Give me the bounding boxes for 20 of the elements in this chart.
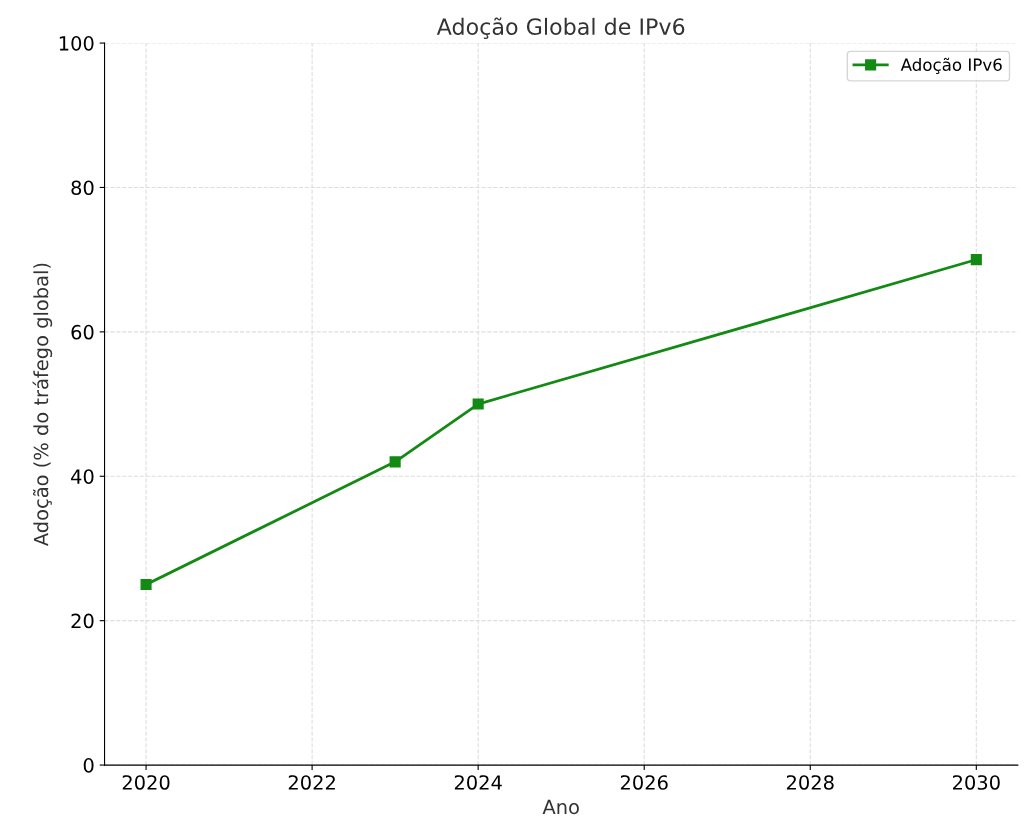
legend-label: Adoção IPv6 xyxy=(900,57,1002,74)
x-tick-label: 2022 xyxy=(288,775,335,790)
x-tick-label: 2030 xyxy=(952,775,1000,790)
y-tick-label: 20 xyxy=(71,613,94,629)
point xyxy=(389,456,401,468)
x-tick-label: 2024 xyxy=(454,775,502,790)
x-tick-label: 2020 xyxy=(122,775,170,790)
x-tick-label: 2028 xyxy=(786,775,834,790)
y-tick-label: 100 xyxy=(59,36,94,51)
x-tick-label: 2026 xyxy=(620,775,668,790)
point xyxy=(970,254,982,266)
y-axis-title: Adoção (% do tráfego global) xyxy=(32,263,53,547)
y-tick-label: 0 xyxy=(83,758,94,773)
chart-title: Adoção Global de IPv6 xyxy=(436,17,685,40)
y-tick-label: 40 xyxy=(71,469,94,484)
x-axis-title: Ano xyxy=(542,799,579,815)
y-tick-label: 80 xyxy=(71,180,94,196)
point xyxy=(472,398,484,410)
y-tick-label: 60 xyxy=(71,324,94,340)
point xyxy=(140,579,152,591)
